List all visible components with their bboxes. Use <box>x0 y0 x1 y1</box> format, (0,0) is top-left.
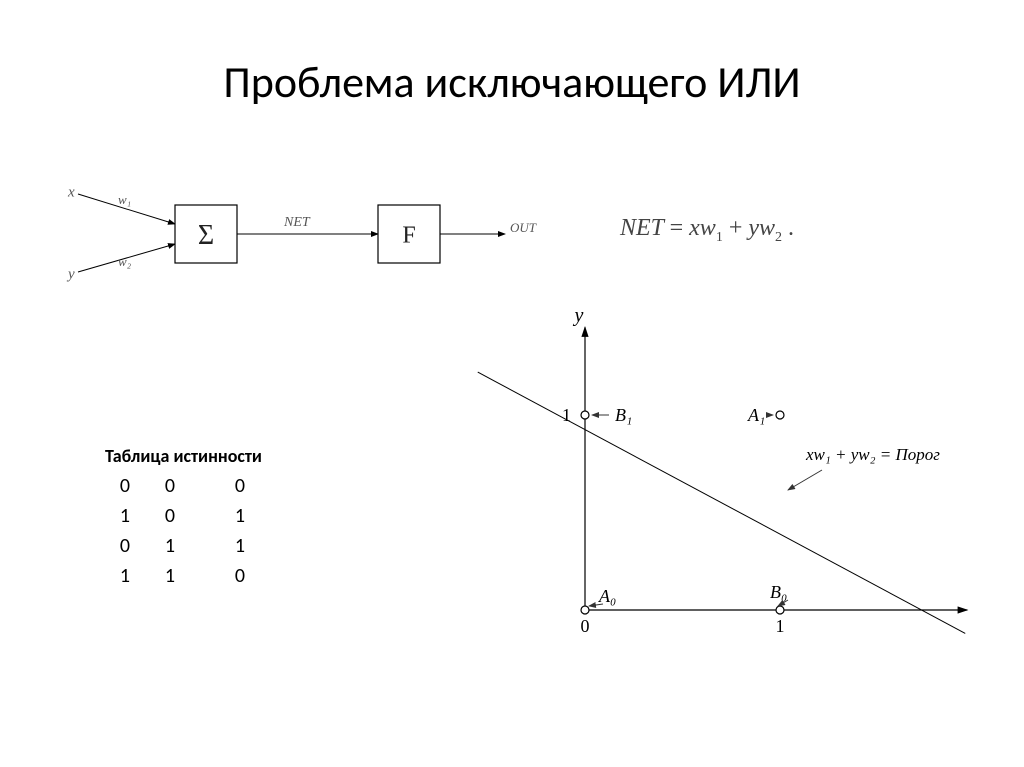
diagram-label-y_label: y <box>66 267 75 283</box>
diagram-box-label-sum_box: Σ <box>198 220 214 251</box>
truth-cell: 1 <box>145 531 195 561</box>
truth-row: 101 <box>105 501 285 531</box>
threshold-pointer <box>788 470 822 490</box>
point-label-A0: A₀ <box>598 586 616 606</box>
truth-cell: 1 <box>145 561 195 591</box>
point-A0 <box>581 606 589 614</box>
point-label-A1: A₁ <box>747 405 765 425</box>
point-B1 <box>581 411 589 419</box>
truth-cell: 1 <box>195 501 285 531</box>
eq-dot: . <box>788 215 794 241</box>
x-tick-label: 1 <box>776 616 785 636</box>
diagram-label-net_label: NET <box>283 215 311 230</box>
diagram-label-w2_label: w₂ <box>118 254 132 269</box>
truth-table: Таблица истинности 000101011110 <box>105 445 285 591</box>
threshold-line-label: xw₁ + yw₂ = Порог <box>805 445 940 464</box>
truth-cell: 1 <box>105 501 145 531</box>
slide: Проблема исключающего ИЛИ NET = xw1 + yw… <box>0 0 1024 767</box>
truth-cell: 0 <box>105 531 145 561</box>
xor-plot-svg: xy011xw₁ + yw₂ = ПорогA₀B₀B₁A₁ <box>470 310 970 690</box>
truth-cell: 0 <box>195 471 285 501</box>
point-label-B0: B₀ <box>770 582 787 602</box>
truth-row: 000 <box>105 471 285 501</box>
truth-row: 011 <box>105 531 285 561</box>
truth-table-body: 000101011110 <box>105 471 285 591</box>
truth-cell: 1 <box>105 561 145 591</box>
eq-net: NET <box>620 215 664 241</box>
x-tick-label: 0 <box>581 616 590 636</box>
net-equation: NET = xw1 + yw2 . <box>620 215 794 246</box>
truth-cell: 1 <box>195 531 285 561</box>
diagram-label-w1_label: w₁ <box>118 192 131 207</box>
truth-row: 110 <box>105 561 285 591</box>
block-diagram-svg: x y w₁ w₂ Σ NET F OUT <box>60 180 580 300</box>
truth-cell: 0 <box>145 501 195 531</box>
diagram-label-x_label: x <box>67 185 75 201</box>
y-axis-label: y <box>573 310 584 326</box>
eq-xw: xw <box>689 215 716 241</box>
point-label-B1: B₁ <box>615 405 632 425</box>
point-A1 <box>776 411 784 419</box>
eq-yw: yw <box>748 215 775 241</box>
threshold-line <box>478 372 966 633</box>
slide-title: Проблема исключающего ИЛИ <box>0 55 1024 109</box>
eq-plus: + <box>729 215 749 241</box>
eq-eq: = <box>670 215 690 241</box>
eq-s1: 1 <box>716 230 723 245</box>
y-tick-label: 1 <box>562 405 571 425</box>
xor-plot: xy011xw₁ + yw₂ = ПорогA₀B₀B₁A₁ <box>470 310 970 690</box>
truth-cell: 0 <box>195 561 285 591</box>
truth-cell: 0 <box>145 471 195 501</box>
truth-table-title: Таблица истинности <box>105 445 285 467</box>
diagram-box-label-f_box: F <box>402 222 415 248</box>
diagram-label-out_label: OUT <box>510 220 537 235</box>
point-B0 <box>776 606 784 614</box>
eq-s2: 2 <box>775 230 782 245</box>
block-diagram: x y w₁ w₂ Σ NET F OUT <box>60 180 580 300</box>
truth-cell: 0 <box>105 471 145 501</box>
